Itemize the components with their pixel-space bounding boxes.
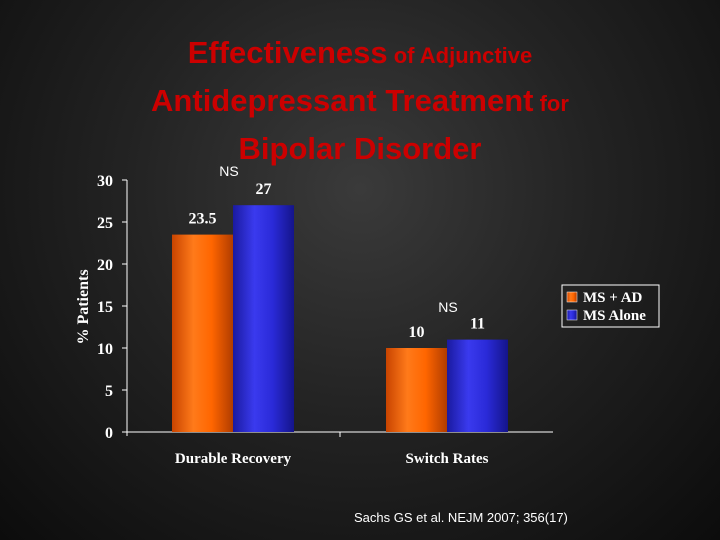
data-label: 11 xyxy=(470,316,485,333)
y-tick-label: 0 xyxy=(105,425,113,442)
title-line-1-small: of Adjunctive xyxy=(387,43,533,68)
title-line-2-small: for xyxy=(533,91,569,116)
legend-label: MS + AD xyxy=(583,290,643,306)
y-axis-label: % Patients xyxy=(75,269,92,344)
y-tick-label: 25 xyxy=(97,215,113,232)
y-tick-label: 10 xyxy=(97,341,113,358)
legend-swatch xyxy=(566,309,578,321)
legend-swatch xyxy=(566,291,578,303)
data-label: 23.5 xyxy=(189,211,217,228)
title-line-2-big: Antidepressant Treatment xyxy=(151,83,534,118)
plot-area: 0 5 10 15 20 25 30 % Patients 23.5 10 27 11 Durable … xyxy=(75,163,553,467)
legend: MS + AD MS Alone xyxy=(561,284,660,328)
title-line-1: Effectiveness of Adjunctive xyxy=(0,32,720,80)
ns-annotation: NS xyxy=(438,299,457,315)
x-category-label: Switch Rates xyxy=(406,451,489,467)
legend-label: MS Alone xyxy=(583,308,646,324)
title-line-3: Bipolar Disorder xyxy=(0,128,720,176)
bar xyxy=(447,339,508,432)
bar xyxy=(386,348,447,432)
y-tick-label: 15 xyxy=(97,299,113,316)
data-label: 10 xyxy=(409,324,425,341)
y-tick-label: 5 xyxy=(105,383,113,400)
bar xyxy=(172,234,233,432)
y-tick-label: 20 xyxy=(97,257,113,274)
y-tick-label: 30 xyxy=(97,173,113,190)
x-category-label: Durable Recovery xyxy=(175,451,292,467)
legend-box xyxy=(561,284,660,328)
title-line-2: Antidepressant Treatment for xyxy=(0,80,720,128)
slide-title: Effectiveness of Adjunctive Antidepressa… xyxy=(0,32,720,176)
title-line-3-big: Bipolar Disorder xyxy=(238,131,482,166)
title-line-1-big: Effectiveness xyxy=(187,35,388,70)
citation: Sachs GS et al. NEJM 2007; 356(17) xyxy=(354,510,568,525)
bar xyxy=(233,205,294,432)
ns-annotation: NS xyxy=(219,163,238,179)
data-label: 27 xyxy=(256,181,272,198)
